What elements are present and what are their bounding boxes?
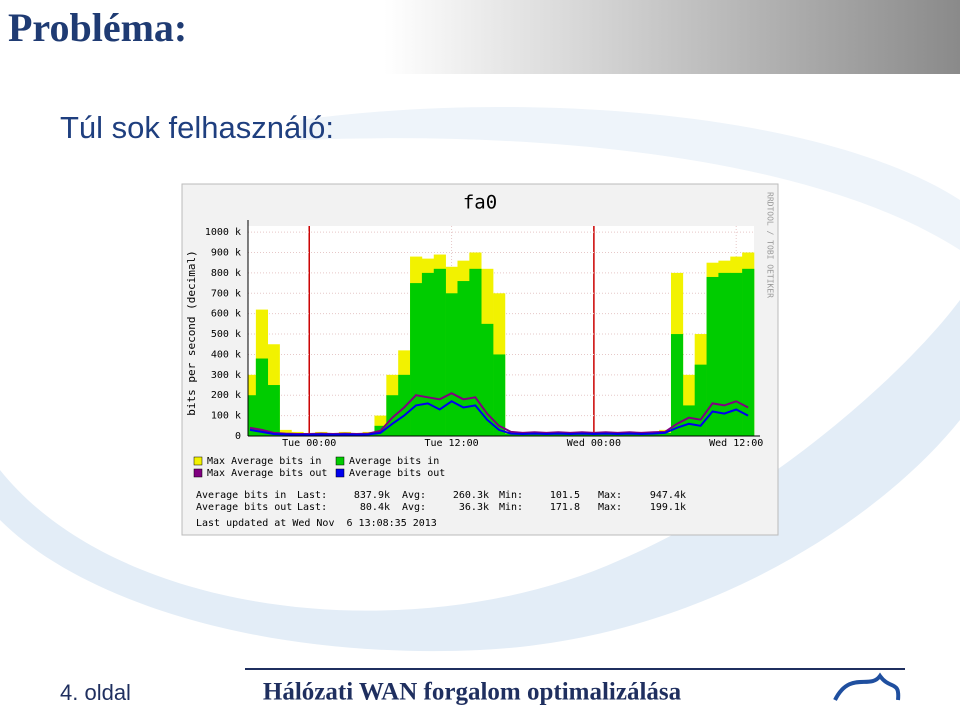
stats-cell: 947.4k <box>650 490 686 501</box>
slide-subtitle: Túl sok felhasználó: <box>60 110 334 145</box>
area-step <box>659 432 672 436</box>
stats-cell: Max: <box>598 490 622 501</box>
area-step <box>635 434 648 436</box>
stats-cell: Avg: <box>402 502 426 513</box>
y-tick-label: 600 k <box>211 309 241 320</box>
y-tick-label: 900 k <box>211 248 241 259</box>
area-step <box>528 433 541 436</box>
stats-cell: Last: <box>297 502 327 513</box>
area-step <box>493 354 506 436</box>
legend-label: Average bits out <box>349 468 445 479</box>
y-axis-label: bits per second (decimal) <box>185 250 198 416</box>
stats-cell: 199.1k <box>650 502 686 513</box>
area-step <box>421 272 435 436</box>
area-step <box>576 433 589 436</box>
area-step <box>718 272 731 436</box>
area-step <box>267 385 280 436</box>
legend-label: Average bits in <box>349 456 439 467</box>
legend-swatch <box>193 468 203 478</box>
area-step <box>730 272 743 436</box>
stats-cell: Average bits in <box>196 490 286 501</box>
background-swoosh <box>0 300 960 652</box>
stats-cell: Average bits out <box>196 502 292 513</box>
stats-cell: 260.3k <box>453 490 489 501</box>
area-step <box>623 433 636 436</box>
x-tick-label: Tue 12:00 <box>424 438 478 449</box>
stats-cell: 101.5 <box>550 490 580 501</box>
area-step <box>611 434 624 436</box>
area-step <box>647 433 660 436</box>
area-step <box>599 433 612 436</box>
area-step <box>742 268 755 436</box>
area-step <box>433 268 446 436</box>
legend-label: Max Average bits out <box>207 468 327 479</box>
legend-label: Max Average bits in <box>207 456 321 467</box>
footer-title: Hálózati WAN forgalom optimalizálása <box>263 679 682 706</box>
area-step <box>682 405 695 436</box>
area-step <box>386 395 399 436</box>
y-tick-label: 400 k <box>211 349 241 360</box>
area-step <box>248 395 257 436</box>
area-step <box>410 283 423 436</box>
y-tick-label: 300 k <box>211 370 241 381</box>
legend-swatch <box>335 468 345 478</box>
line <box>249 400 749 436</box>
stats-cell: Min: <box>499 502 523 513</box>
area-step <box>552 433 565 436</box>
stats-cell: 837.9k <box>354 490 390 501</box>
area-step <box>540 434 553 436</box>
legend-swatch <box>193 456 203 466</box>
y-tick-label: 200 k <box>211 390 241 401</box>
area-step <box>706 276 719 436</box>
x-tick-label: Wed 00:00 <box>567 438 621 449</box>
chart-title: fa0 <box>463 192 497 214</box>
y-tick-label: 0 <box>235 431 241 442</box>
page-number: 4. oldal <box>60 680 131 705</box>
stats-cell: 171.8 <box>550 502 580 513</box>
last-updated: Last updated at Wed Nov 6 13:08:35 2013 <box>196 518 437 529</box>
plot: 0 100 k 200 k 300 k 400 k 500 k 600 k 700 k 800 … <box>193 220 763 529</box>
area-step <box>255 358 269 436</box>
logo <box>833 672 901 701</box>
stats-cell: Max: <box>598 502 622 513</box>
area-step <box>670 334 684 436</box>
y-tick-label: 500 k <box>211 329 241 340</box>
area-step <box>516 434 529 436</box>
y-tick-label: 800 k <box>211 268 241 279</box>
area-step <box>587 434 601 436</box>
stats-cell: 80.4k <box>360 502 390 513</box>
area-step <box>694 364 707 436</box>
area-step <box>398 374 411 436</box>
background-swoosh <box>300 106 960 250</box>
stats-cell: 36.3k <box>459 502 489 513</box>
y-tick-label: 1000 k <box>205 227 241 238</box>
slide-title: Probléma: <box>8 5 187 50</box>
area-step <box>504 433 518 436</box>
area-step <box>469 268 482 436</box>
area-step <box>445 293 458 436</box>
stats-cell: Min: <box>499 490 523 501</box>
legend-swatch <box>335 456 345 466</box>
area-step <box>457 281 470 436</box>
stats-cell: Avg: <box>402 490 426 501</box>
header-bar <box>0 0 960 74</box>
y-tick-label: 100 k <box>211 411 241 422</box>
stats-cell: Last: <box>297 490 327 501</box>
credit: RRDTOOL / TOBI OETIKER <box>766 192 775 298</box>
x-tick-label: Tue 00:00 <box>282 438 336 449</box>
y-tick-label: 700 k <box>211 288 241 299</box>
x-tick-label: Wed 12:00 <box>709 438 763 449</box>
area-step <box>564 434 577 436</box>
